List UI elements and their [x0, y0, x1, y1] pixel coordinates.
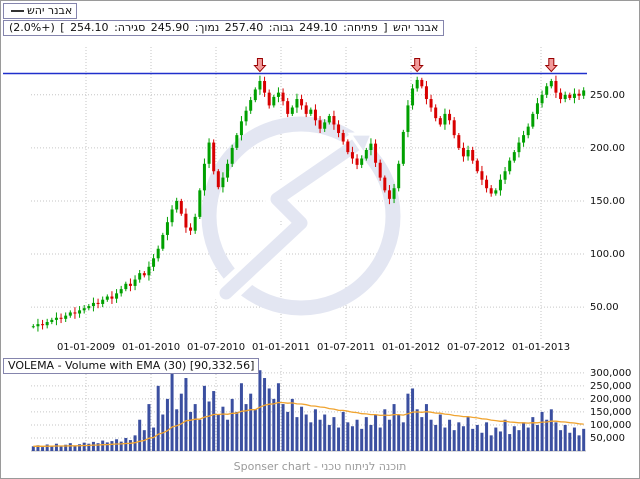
series-legend[interactable]: אבנר יהש — [3, 3, 78, 19]
volume-ema-line — [33, 401, 584, 447]
close-label: סגירה: — [114, 21, 146, 34]
price-axis-tick-label: 50.00 — [590, 302, 619, 313]
ohlc-info-bar: אבנר יהש [ פתיחה: 249.10 גבוה: 257.40 נמ… — [3, 20, 445, 36]
price-axis-tick-label: 150.00 — [590, 196, 625, 207]
top-marker-arrow-icon — [544, 58, 558, 73]
x-axis-tick-label: 01-07-2011 — [317, 342, 375, 353]
top-marker-arrow-icon — [410, 58, 424, 73]
x-axis-tick-label: 01-01-2013 — [512, 342, 570, 353]
series-legend-label: אבנר יהש — [27, 4, 73, 17]
x-axis-tick-label: 01-07-2012 — [447, 342, 505, 353]
volume-axis-tick-label: 200,000 — [590, 394, 631, 405]
volume-axis-tick-label: 100,000 — [590, 420, 631, 431]
price-axis-tick-label: 100.00 — [590, 249, 625, 260]
software-credit-text: Sponser chart - תוכנה לניתוח טכני — [233, 460, 407, 473]
candles — [31, 75, 586, 332]
high-value: 257.40 — [224, 21, 264, 34]
bracket-open: [ — [383, 21, 388, 34]
price-chart-canvas[interactable]: 250.00 200.00 150.00 100.00 50.00 01-01-2009 0… — [1, 41, 640, 355]
x-axis-tick-label: 01-01-2011 — [252, 342, 310, 353]
volume-indicator-header[interactable]: VOLEMA - Volume with EMA (30) [90,332.56… — [3, 358, 260, 374]
open-value: 249.10 — [299, 21, 338, 34]
price-grid: 250.00 200.00 150.00 100.00 50.00 01-01-2009 0… — [31, 47, 625, 353]
volume-axis-tick-label: 50,000 — [590, 433, 625, 444]
volume-axis-tick-label: 300,000 — [590, 368, 631, 379]
x-axis-tick-label: 01-01-2010 — [122, 342, 180, 353]
watermark-logo-icon — [201, 116, 401, 316]
price-axis-tick-label: 200.00 — [590, 143, 625, 154]
x-axis-tick-label: 01-01-2009 — [57, 342, 115, 353]
volume-chart-canvas[interactable]: 300,000 250,000 200,000 150,000 100,000 50,00… — [1, 357, 640, 457]
volume-axis-tick-label: 250,000 — [590, 381, 631, 392]
volume-indicator-label: VOLEMA - Volume with EMA (30) [90,332.56… — [8, 359, 255, 372]
x-axis-tick-label: 01-01-2012 — [382, 342, 440, 353]
volume-bars — [31, 370, 586, 451]
volume-grid: 300,000 250,000 200,000 150,000 100,000 50,00… — [31, 365, 631, 452]
change-percent: (+2.0%) — [9, 21, 55, 34]
series-line-sample-icon — [11, 10, 24, 12]
x-axis-tick-label: 01-07-2010 — [187, 342, 245, 353]
high-label: גבוה: — [268, 21, 294, 34]
software-credit: Sponser chart - תוכנה לניתוח טכני — [1, 460, 639, 473]
open-label: פתיחה: — [343, 21, 378, 34]
instrument-name: אבנר יהש — [393, 21, 439, 34]
close-value: 254.10 — [70, 21, 109, 34]
price-axis-tick-label: 250.00 — [590, 90, 625, 101]
low-label: נמוך: — [194, 21, 220, 34]
top-marker-arrow-icon — [253, 58, 267, 73]
bracket-close: ] — [60, 21, 65, 34]
low-value: 245.90 — [150, 21, 190, 34]
volume-axis-tick-label: 150,000 — [590, 407, 631, 418]
